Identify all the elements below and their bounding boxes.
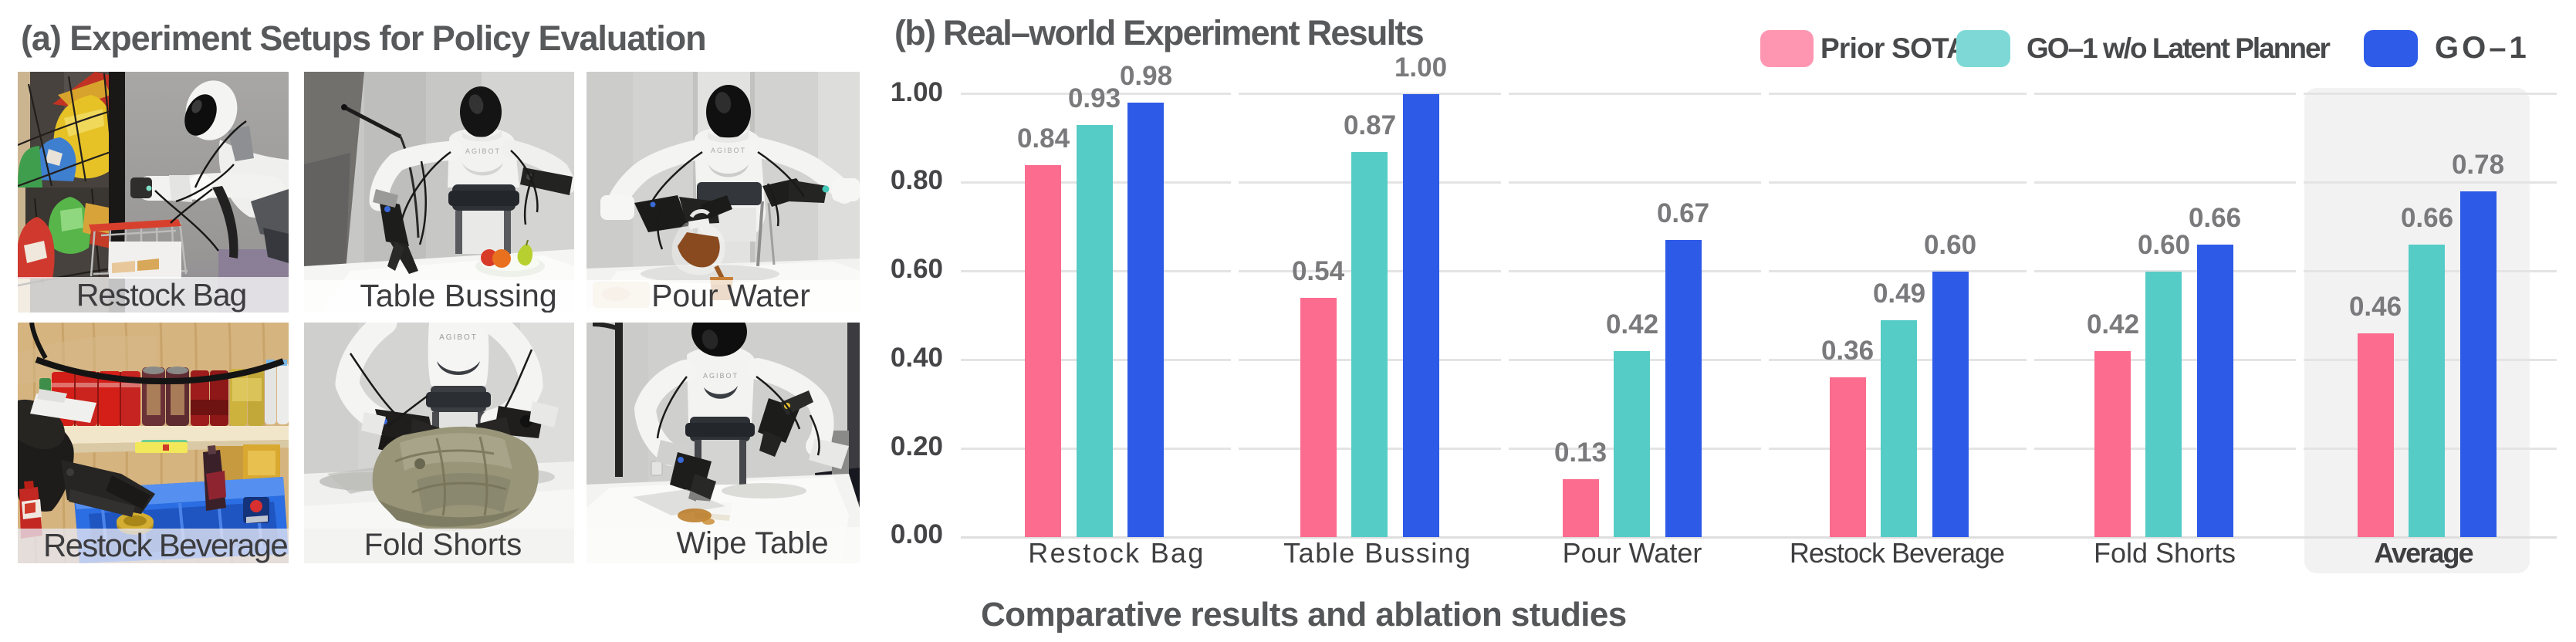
svg-text:AGIBOT: AGIBOT: [703, 372, 739, 380]
svg-text:AGIBOT: AGIBOT: [439, 333, 478, 342]
svg-text:Table Bussing: Table Bussing: [360, 278, 556, 313]
svg-text:Pour Water: Pour Water: [651, 278, 810, 313]
svg-text:Fold Shorts: Fold Shorts: [364, 528, 522, 562]
svg-text:Wipe Table: Wipe Table: [676, 526, 828, 560]
svg-text:Restock Bag: Restock Bag: [76, 277, 246, 313]
svg-text:AGIBOT: AGIBOT: [465, 147, 501, 155]
svg-text:Restock Beverage: Restock Beverage: [43, 527, 287, 563]
svg-text:AGIBOT: AGIBOT: [711, 147, 746, 154]
